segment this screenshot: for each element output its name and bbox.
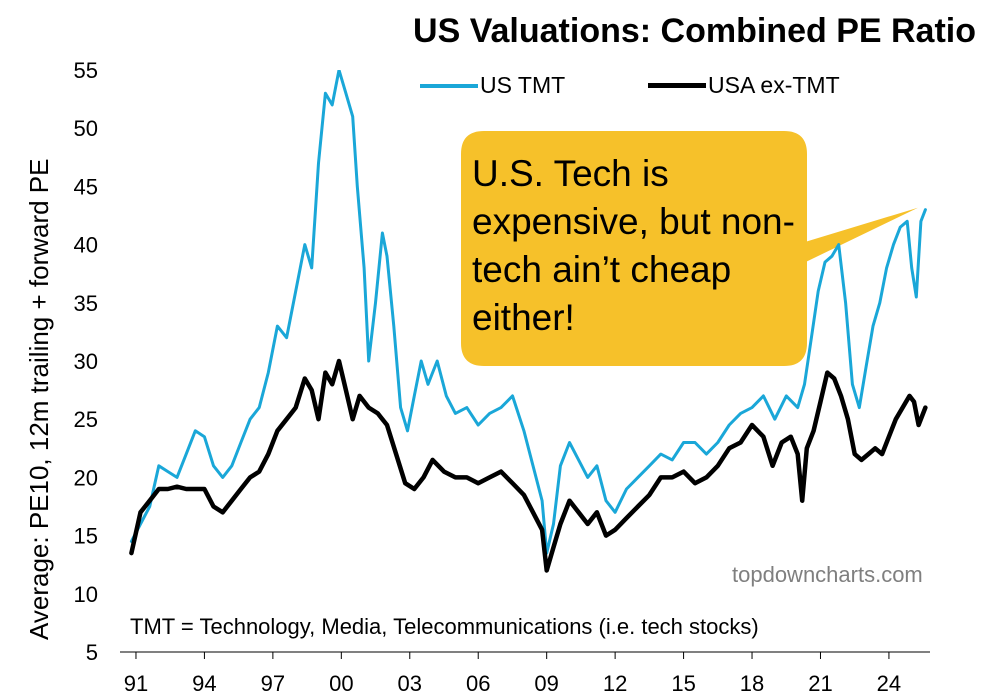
x-tick-label: 00 bbox=[329, 671, 353, 696]
chart-title: US Valuations: Combined PE Ratio bbox=[413, 12, 976, 50]
x-tick-label: 06 bbox=[466, 671, 490, 696]
callout-shape bbox=[459, 129, 931, 368]
y-tick-label: 55 bbox=[74, 58, 98, 83]
footnote: TMT = Technology, Media, Telecommunicati… bbox=[130, 614, 759, 639]
x-tick-label: 18 bbox=[740, 671, 764, 696]
legend-item-us-tmt: US TMT bbox=[420, 72, 565, 99]
x-tick-label: 91 bbox=[124, 671, 148, 696]
series-line-us-tmt bbox=[129, 70, 927, 555]
watermark: topdowncharts.com bbox=[732, 562, 923, 587]
x-tick-label: 97 bbox=[261, 671, 285, 696]
x-tick-label: 24 bbox=[877, 671, 901, 696]
callout-bubble bbox=[459, 129, 931, 368]
y-tick-label: 40 bbox=[74, 233, 98, 258]
x-tick-label: 12 bbox=[603, 671, 627, 696]
legend-label-us-tmt: US TMT bbox=[480, 72, 566, 98]
y-tick-label: 35 bbox=[74, 291, 98, 316]
series-line-usa-ex-tmt bbox=[129, 358, 928, 573]
x-tick-label: 21 bbox=[808, 671, 832, 696]
legend-swatch-us-tmt bbox=[420, 83, 478, 88]
x-tick-label: 03 bbox=[398, 671, 422, 696]
y-tick-label: 10 bbox=[74, 582, 98, 607]
legend-label-usa-ex-tmt: USA ex-TMT bbox=[708, 72, 840, 98]
legend-swatch-usa-ex-tmt bbox=[648, 83, 706, 88]
axes: 5 10 15 20 25 30 35 40 45 50 55 91 94 97 00 03 06 09 12 15 1… bbox=[74, 58, 930, 696]
y-tick-label: 15 bbox=[74, 524, 98, 549]
y-tick-label: 50 bbox=[74, 116, 98, 141]
x-tick-label: 94 bbox=[192, 671, 216, 696]
y-tick-label: 20 bbox=[74, 465, 98, 490]
callout-text: U.S. Tech is expensive, but non-tech ain… bbox=[472, 153, 795, 338]
x-tick-label: 09 bbox=[534, 671, 558, 696]
series-lines bbox=[129, 70, 928, 573]
legend-item-usa-ex-tmt: USA ex-TMT bbox=[648, 72, 840, 99]
y-axis-label: Average: PE10, 12m trailing + forward PE bbox=[24, 158, 54, 641]
y-tick-label: 25 bbox=[74, 407, 98, 432]
x-tick-label: 15 bbox=[671, 671, 695, 696]
y-tick-label: 5 bbox=[86, 640, 98, 665]
y-tick-label: 45 bbox=[74, 174, 98, 199]
y-tick-label: 30 bbox=[74, 349, 98, 374]
